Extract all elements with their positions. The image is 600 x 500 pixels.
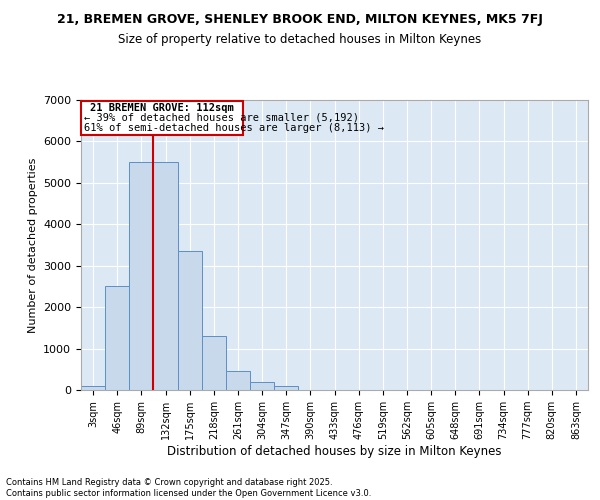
Text: 21 BREMEN GROVE: 112sqm: 21 BREMEN GROVE: 112sqm: [91, 104, 234, 114]
Text: Contains HM Land Registry data © Crown copyright and database right 2025.
Contai: Contains HM Land Registry data © Crown c…: [6, 478, 371, 498]
Bar: [154, 162, 178, 390]
Bar: [202, 336, 226, 390]
Text: 21, BREMEN GROVE, SHENLEY BROOK END, MILTON KEYNES, MK5 7FJ: 21, BREMEN GROVE, SHENLEY BROOK END, MIL…: [57, 12, 543, 26]
Bar: [105, 286, 129, 390]
X-axis label: Distribution of detached houses by size in Milton Keynes: Distribution of detached houses by size …: [167, 445, 502, 458]
Text: ← 39% of detached houses are smaller (5,192): ← 39% of detached houses are smaller (5,…: [84, 113, 359, 123]
Bar: [81, 386, 105, 390]
Bar: [129, 162, 154, 390]
Text: Size of property relative to detached houses in Milton Keynes: Size of property relative to detached ho…: [118, 32, 482, 46]
Bar: [274, 386, 298, 390]
Bar: [178, 251, 202, 390]
FancyBboxPatch shape: [82, 101, 243, 135]
Y-axis label: Number of detached properties: Number of detached properties: [28, 158, 38, 332]
Bar: [226, 372, 250, 390]
Text: 61% of semi-detached houses are larger (8,113) →: 61% of semi-detached houses are larger (…: [84, 123, 384, 133]
Bar: [250, 382, 274, 390]
